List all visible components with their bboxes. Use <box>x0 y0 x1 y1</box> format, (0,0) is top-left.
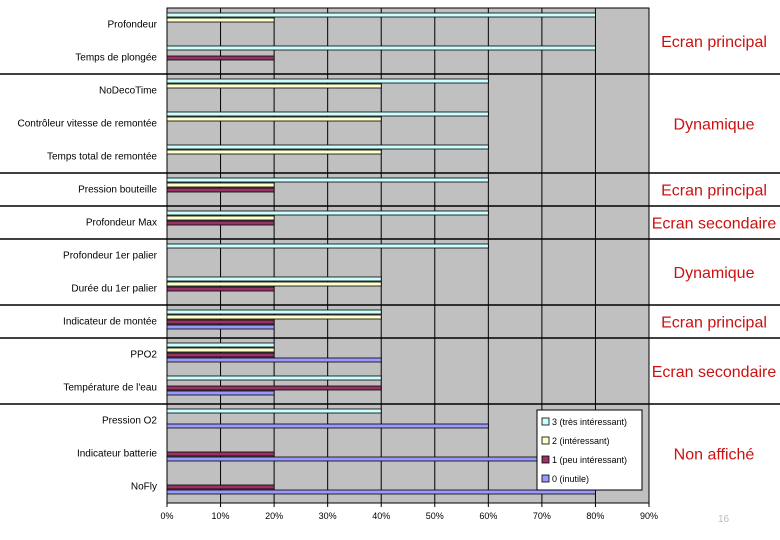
legend-label: 2 (intéressant) <box>552 436 610 446</box>
bar <box>166 177 489 183</box>
bar <box>166 215 275 221</box>
legend-swatch <box>541 455 550 464</box>
group-label: Non affiché <box>674 447 755 464</box>
x-tick-label: 70% <box>533 511 551 521</box>
bar <box>166 281 382 287</box>
category-labels: Profondeur Temps de plongée NoDecoTime Cont… <box>17 20 157 493</box>
x-tick-label: 50% <box>426 511 444 521</box>
bar <box>166 182 275 188</box>
bar <box>166 17 275 23</box>
legend-label: 3 (très intéressant) <box>552 417 627 427</box>
category-label: PPO2 <box>130 350 157 361</box>
legend-label: 0 (inutile) <box>552 474 589 484</box>
bar <box>166 276 382 282</box>
category-label: Temps de plongée <box>75 53 157 64</box>
category-label: Contrôleur vitesse de remontée <box>17 119 157 130</box>
bar <box>166 324 275 330</box>
bar <box>166 78 489 84</box>
x-axis-ticks: 0% 10% 20% 30% 40% 50% 60% 70% 80% 90% <box>160 503 658 521</box>
category-label: Profondeur <box>108 20 158 31</box>
group-label: Ecran secondaire <box>652 216 777 233</box>
bars <box>166 12 596 495</box>
x-tick-label: 40% <box>372 511 390 521</box>
group-label: Ecran principal <box>661 315 767 332</box>
bar <box>166 243 489 249</box>
bar <box>166 385 382 391</box>
category-label: Durée du 1er palier <box>71 284 157 295</box>
bar <box>166 210 489 216</box>
bar <box>166 390 275 396</box>
bar <box>166 319 275 325</box>
bar <box>166 144 489 150</box>
group-label: Ecran principal <box>661 183 767 200</box>
bar <box>166 423 489 429</box>
bar <box>166 286 275 292</box>
legend-box <box>536 409 643 491</box>
x-tick-label: 90% <box>640 511 658 521</box>
category-label: Indicateur batterie <box>77 449 157 460</box>
bar <box>166 352 275 358</box>
x-tick-label: 20% <box>265 511 283 521</box>
bar <box>166 375 382 381</box>
category-label: NoDecoTime <box>99 86 157 97</box>
category-label: NoFly <box>131 482 157 493</box>
x-tick-label: 60% <box>479 511 497 521</box>
gridlines <box>166 8 650 503</box>
category-label: Profondeur Max <box>86 218 157 229</box>
category-label: Temps total de remontée <box>47 152 157 163</box>
x-tick-label: 80% <box>586 511 604 521</box>
legend-swatch <box>541 417 550 426</box>
bar <box>166 489 596 495</box>
bar <box>166 116 382 122</box>
bar <box>166 357 382 363</box>
group-label: Dynamique <box>674 117 755 134</box>
category-label: Température de l'eau <box>63 383 157 394</box>
group-label: Dynamique <box>674 265 755 282</box>
bar <box>166 484 275 490</box>
bar <box>166 220 275 226</box>
group-label: Ecran principal <box>661 34 767 51</box>
bar <box>166 451 275 457</box>
x-tick-label: 0% <box>160 511 173 521</box>
category-label: Indicateur de montée <box>63 317 157 328</box>
bar <box>166 342 275 348</box>
x-tick-label: 30% <box>319 511 337 521</box>
bar <box>166 149 382 155</box>
legend-swatch <box>541 436 550 445</box>
bar <box>166 314 382 320</box>
bar <box>166 12 596 18</box>
bar <box>166 111 489 117</box>
bar <box>166 55 275 61</box>
legend: 3 (très intéressant) 2 (intéressant) 1 (pe… <box>536 409 643 491</box>
category-label: Pression O2 <box>102 416 157 427</box>
x-tick-label: 10% <box>212 511 230 521</box>
bar <box>166 347 275 353</box>
bar <box>166 456 543 462</box>
category-label: Profondeur 1er palier <box>63 251 158 262</box>
bar <box>166 45 596 51</box>
bar <box>166 408 382 414</box>
group-annotations: Ecran principal Dynamique Ecran principal E… <box>0 34 780 464</box>
group-label: Ecran secondaire <box>652 364 777 381</box>
bar <box>166 187 275 193</box>
page-number: 16 <box>718 514 730 525</box>
legend-swatch <box>541 474 550 483</box>
bar <box>166 83 382 89</box>
legend-label: 1 (peu intéressant) <box>552 455 627 465</box>
category-label: Pression bouteille <box>78 185 157 196</box>
bar <box>166 309 382 315</box>
